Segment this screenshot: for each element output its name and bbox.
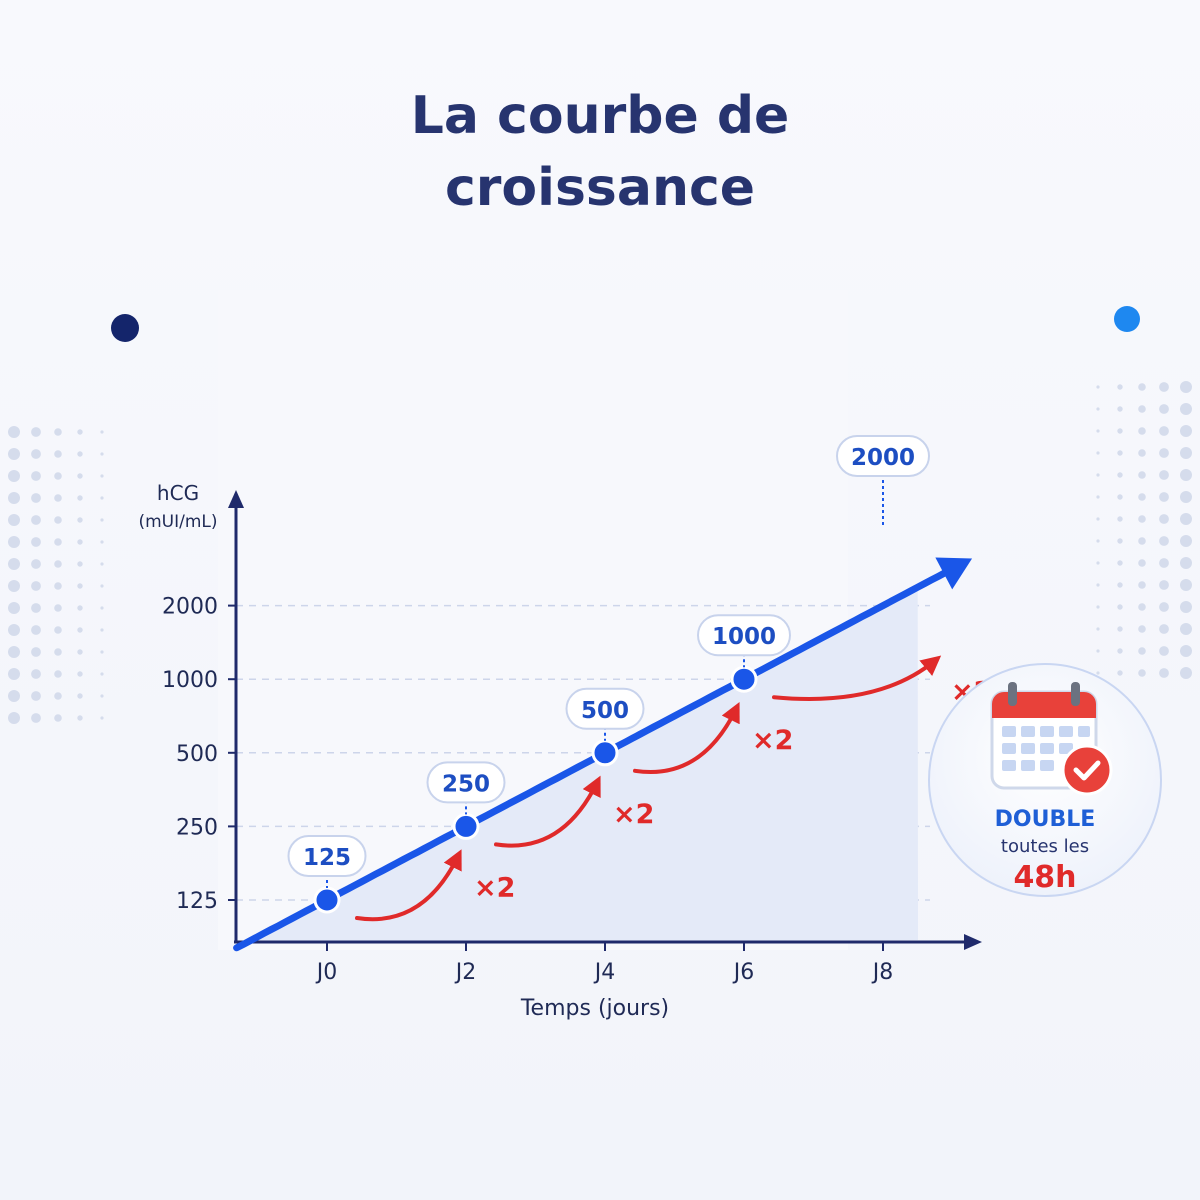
x-tick-label-J8: J8 (871, 960, 894, 985)
x-tick-label-J4: J4 (593, 960, 616, 985)
y-tick-label-2000: 2000 (162, 595, 218, 620)
title-line-2: croissance (444, 158, 756, 218)
data-point-250 (452, 812, 480, 840)
data-label-125: 125 (303, 845, 351, 871)
doubling-badge: DOUBLE toutes les 48h (928, 663, 1162, 897)
badge-line-2: toutes les (1001, 836, 1089, 857)
data-point-1000 (730, 665, 758, 693)
data-label-box-250 (426, 761, 506, 804)
y-axis-title: hCG (157, 481, 199, 505)
y-tick-label-500: 500 (176, 742, 218, 767)
x-axis-title: Temps (jours) (520, 996, 669, 1021)
y-axis-unit: (mUI/mL) (138, 512, 217, 532)
badge-line-1: DOUBLE (995, 807, 1096, 832)
growth-curve (233, 569, 949, 952)
calendar-check-icon (990, 682, 1113, 796)
x-tick-labels: J0 J2 J4 J6 J8 (315, 942, 894, 985)
data-point-500 (591, 739, 619, 767)
y-tick-label-1000: 1000 (162, 668, 218, 693)
data-points: 125 250 500 1000 2000 (287, 435, 930, 914)
y-tick-label-250: 250 (176, 815, 218, 840)
multiplier-label-2: ×2 (613, 799, 654, 830)
decor-dot-dark (111, 314, 139, 342)
multiplier-arrow-1 (355, 849, 462, 922)
curve-arrowhead (935, 557, 973, 590)
data-point-125 (313, 886, 341, 914)
multiplier-arrow-2 (494, 775, 601, 848)
data-label-box-2000 (836, 435, 930, 477)
page-title: La courbe de croissance (0, 80, 1200, 224)
data-label-2000: 2000 (851, 445, 915, 471)
x-axis-arrow (964, 934, 982, 950)
badge-line-3: 48h (1013, 860, 1076, 895)
decor-dot-grid-right (1096, 381, 1192, 679)
data-label-box-1000 (697, 614, 791, 657)
y-tick-labels: 125 250 500 1000 2000 (162, 595, 236, 914)
y-axis-arrow (228, 490, 244, 508)
multiplier-label-3: ×2 (752, 725, 793, 756)
x-tick-label-J2: J2 (454, 960, 477, 985)
decor-dot-grid-left (8, 426, 104, 724)
data-label-box-125 (287, 835, 367, 877)
title-line-1: La courbe de (410, 86, 790, 146)
multiplier-label-1: ×2 (474, 872, 515, 903)
data-label-250: 250 (442, 771, 490, 797)
data-label-1000: 1000 (712, 624, 776, 650)
data-label-500: 500 (581, 698, 629, 724)
multiplier-arrow-3 (633, 702, 740, 774)
data-label-box-500 (565, 687, 645, 730)
x-tick-label-J6: J6 (732, 960, 755, 985)
x-tick-label-J0: J0 (315, 960, 338, 985)
axes (228, 490, 982, 950)
decor-dot-light (1114, 306, 1140, 332)
multiplier-arrow-4 (772, 655, 942, 701)
y-tick-label-125: 125 (176, 889, 218, 914)
multiplier-arrows: ×2×2×2×2 (355, 655, 992, 922)
